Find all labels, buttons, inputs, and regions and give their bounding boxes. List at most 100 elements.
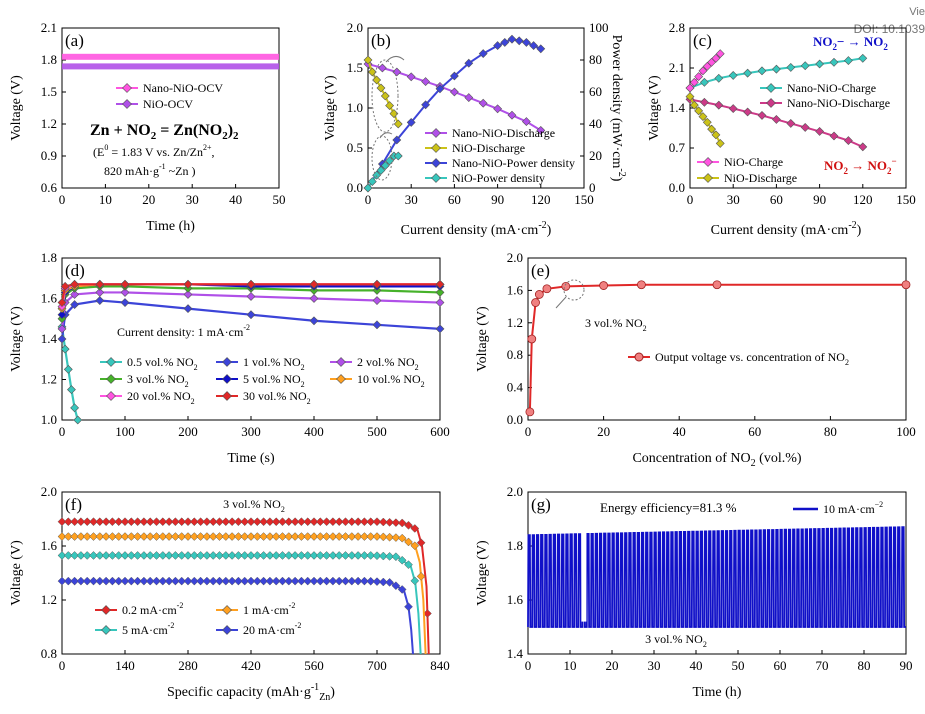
legend-label: 2 vol.% NO2	[357, 355, 419, 372]
data-point	[309, 517, 319, 527]
legend-label: NiO-OCV	[143, 97, 193, 111]
y-tick-label: 1.5	[347, 60, 363, 75]
legend-marker	[336, 357, 346, 367]
data-point	[120, 517, 130, 527]
panel-label: (g)	[531, 495, 551, 514]
data-point	[265, 551, 275, 560]
y-tick-label: 1.6	[507, 592, 524, 607]
data-point	[278, 517, 287, 527]
legend-marker	[431, 173, 441, 183]
data-point	[152, 551, 161, 560]
data-point	[133, 532, 142, 541]
legend-marker	[431, 143, 441, 153]
data-point	[478, 98, 488, 108]
data-point	[303, 576, 313, 586]
data-point	[341, 532, 350, 541]
data-point	[464, 93, 474, 103]
x-tick-label: 600	[430, 424, 450, 439]
data-point	[328, 517, 338, 527]
x-tick-label: 420	[241, 658, 261, 673]
data-point	[372, 532, 382, 541]
series-line	[527, 526, 906, 628]
data-point	[234, 532, 243, 541]
series-line	[528, 283, 906, 412]
y-tick-label: 2.1	[41, 20, 57, 35]
data-point	[95, 279, 105, 289]
data-point	[139, 517, 149, 527]
data-point	[829, 57, 839, 67]
data-point	[246, 551, 256, 560]
data-point	[685, 92, 695, 101]
data-point	[259, 576, 268, 586]
data-point	[449, 71, 459, 81]
data-point	[290, 576, 300, 586]
legend-label: 0.5 vol.% NO2	[127, 355, 198, 372]
x-tick-label: 40	[673, 424, 686, 439]
data-point	[297, 532, 306, 541]
data-point	[536, 44, 546, 54]
data-point	[315, 532, 325, 541]
data-point	[303, 532, 313, 541]
data-point	[542, 284, 552, 294]
data-point	[380, 161, 390, 171]
data-point	[89, 517, 98, 527]
x-tick-label: 30	[186, 192, 199, 207]
x-tick-label: 700	[367, 658, 387, 673]
data-point	[493, 41, 503, 51]
x-tick-label: 10	[99, 192, 112, 207]
series-line	[60, 285, 441, 319]
data-point	[527, 334, 537, 344]
x-tick-label: 40	[690, 658, 703, 673]
data-point	[366, 551, 376, 560]
data-point	[303, 517, 313, 527]
x-tick-label: 90	[900, 658, 913, 673]
data-point	[507, 34, 517, 44]
data-point	[397, 533, 407, 543]
x-tick-label: 280	[178, 658, 198, 673]
legend-marker	[766, 83, 776, 93]
data-point	[284, 532, 294, 541]
data-point	[347, 576, 357, 586]
data-point	[57, 324, 67, 334]
data-point	[297, 551, 306, 560]
data-point	[171, 517, 180, 527]
view-link-text[interactable]: Vie	[909, 6, 925, 18]
data-point	[771, 64, 781, 74]
data-point	[60, 344, 70, 354]
legend-marker	[703, 157, 713, 167]
data-point	[599, 281, 608, 290]
data-point	[126, 532, 136, 541]
data-point	[525, 407, 535, 417]
data-point	[901, 280, 911, 290]
y2-axis-label: Power density (mW·cm-2)	[609, 35, 627, 182]
data-point	[397, 518, 407, 528]
legend-marker	[101, 625, 111, 635]
data-point	[158, 576, 168, 586]
doi-text[interactable]: DOI: 10.1039	[853, 22, 925, 36]
data-point	[392, 67, 402, 77]
data-point	[114, 517, 124, 527]
data-point	[57, 298, 67, 307]
data-point	[391, 552, 401, 562]
data-point	[435, 298, 445, 307]
panel-b: 0 30 60 90 120 150 0.0 0.5 1.0 1.5 2.0 (b) 0 20 40 60 80…	[323, 20, 627, 238]
data-point	[322, 551, 331, 560]
data-point	[183, 304, 193, 314]
data-point	[699, 77, 709, 87]
data-point	[290, 532, 300, 541]
data-point	[309, 576, 319, 586]
data-point	[449, 87, 459, 97]
data-point	[82, 576, 92, 586]
data-point	[702, 117, 712, 127]
panel-d: 0 100 200 300 400 500 600 1.0 1.2 1.4 1.6 1.8 (d) Tim…	[9, 250, 450, 466]
legend-marker	[222, 605, 232, 615]
data-point	[234, 576, 243, 586]
data-point	[265, 576, 275, 586]
data-point	[114, 532, 124, 541]
data-point	[177, 532, 187, 541]
x-tick-label: 560	[304, 658, 324, 673]
y-axis-label: Voltage (V)	[9, 540, 24, 606]
data-point	[67, 385, 76, 395]
data-point	[183, 532, 193, 541]
legend-label: 30 vol.% NO2	[243, 389, 311, 406]
